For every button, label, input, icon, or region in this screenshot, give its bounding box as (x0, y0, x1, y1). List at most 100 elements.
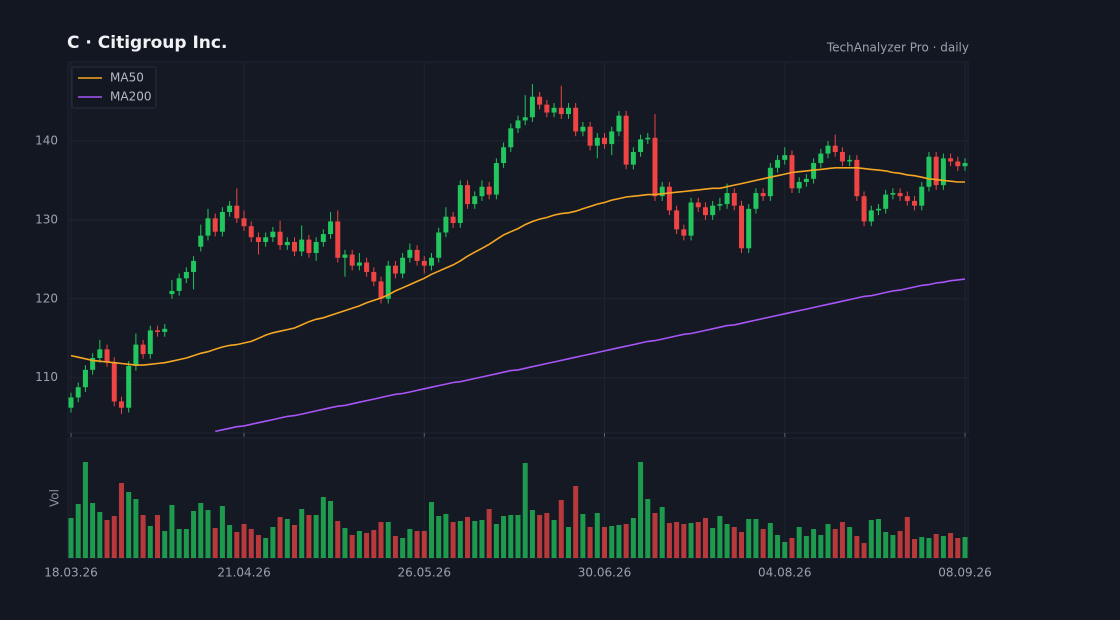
candle-body (299, 239, 305, 252)
volume-bar (839, 522, 845, 558)
candle-body (457, 185, 463, 224)
volume-bar (926, 538, 932, 558)
candle-body (630, 151, 636, 165)
candle-body (169, 290, 175, 295)
ma-line (215, 278, 966, 433)
volume-bar (111, 516, 117, 558)
volume-bar (486, 509, 492, 558)
volume-bar (126, 492, 132, 558)
volume-bar (789, 538, 795, 558)
candle-body (839, 151, 845, 162)
volume-bar (82, 462, 88, 558)
candle-body (198, 235, 204, 247)
volume-bar (948, 533, 954, 558)
candle-body (746, 208, 752, 249)
candle-body (306, 239, 312, 254)
candle-body (587, 126, 593, 146)
volume-bar (537, 515, 543, 558)
chart-title: C · Citigroup Inc. (67, 33, 227, 53)
candle-body (155, 330, 161, 332)
volume-bar (465, 517, 471, 558)
candle-body (335, 221, 341, 258)
candle-body (652, 137, 658, 197)
volume-bar (767, 523, 773, 558)
candle-body (385, 265, 391, 299)
volume-bar (428, 502, 434, 558)
volume-bar (674, 522, 680, 558)
candle-body (616, 115, 622, 132)
candle-body (717, 204, 723, 206)
candle-body (191, 260, 197, 272)
volume-bar (522, 463, 528, 558)
candle-body (111, 361, 117, 402)
candle-body (623, 115, 629, 165)
candle-body (940, 158, 946, 186)
volume-bar (320, 497, 326, 558)
volume-bar (890, 535, 896, 558)
candle-body (551, 107, 557, 113)
volume-bar (248, 529, 254, 558)
volume-bar (847, 527, 853, 558)
volume-bar (710, 528, 716, 558)
candle-body (890, 193, 896, 195)
x-tick-label: 21.04.26 (217, 566, 270, 580)
volume-bar (436, 516, 442, 558)
volume-bar (198, 503, 204, 558)
volume-bar (241, 524, 247, 558)
candle-body (594, 137, 600, 146)
volume-bar (955, 538, 961, 558)
candle-body (515, 120, 521, 129)
volume-bar (904, 517, 910, 558)
volume-bar (695, 522, 701, 558)
candle-body (392, 265, 398, 274)
x-tick-label: 08.09.26 (938, 566, 991, 580)
candle-body (919, 186, 925, 206)
candle-body (739, 205, 744, 249)
volume-bar (638, 462, 644, 558)
volume-bar (212, 528, 218, 558)
candle-body (724, 193, 730, 205)
candle-body (674, 210, 680, 230)
volume-bar (659, 507, 665, 558)
volume-bar (875, 519, 881, 558)
volume-bar (263, 538, 269, 558)
candle-body (875, 208, 881, 211)
candle-body (465, 185, 471, 205)
volume-bar (616, 525, 622, 558)
volume-bar (919, 537, 925, 558)
volume-bar (796, 527, 802, 558)
volume-bar (587, 527, 593, 558)
volume-bar (652, 513, 658, 558)
volume-bar (219, 506, 225, 558)
volume-bar (760, 529, 766, 558)
volume-bar (472, 521, 478, 558)
volume-bar (97, 512, 103, 558)
candle-body (803, 178, 809, 182)
volume-bar (897, 531, 903, 558)
volume-bar (782, 542, 788, 558)
candle-body (436, 232, 442, 258)
volume-bar (378, 522, 384, 558)
candle-body (104, 349, 110, 362)
volume-bar (414, 531, 420, 558)
volume-bar (292, 525, 297, 558)
candle-body (537, 96, 543, 105)
candle-body (811, 163, 817, 179)
volume-bar (364, 533, 370, 558)
volume-bar (580, 514, 586, 558)
candle-body (573, 107, 579, 132)
volume-bar (508, 515, 514, 558)
volume-bar (68, 518, 74, 558)
candle-body (472, 196, 478, 205)
candle-body (183, 271, 189, 279)
candle-body (421, 260, 427, 266)
candle-body (602, 137, 608, 145)
candle-body (176, 278, 182, 291)
candle-body (955, 161, 961, 167)
candle-body (68, 397, 74, 408)
volume-bar (681, 524, 687, 558)
volume-bar (883, 532, 889, 558)
y-tick-label: 120 (35, 291, 58, 305)
volume-bar (854, 536, 860, 558)
candle-body (378, 281, 384, 299)
